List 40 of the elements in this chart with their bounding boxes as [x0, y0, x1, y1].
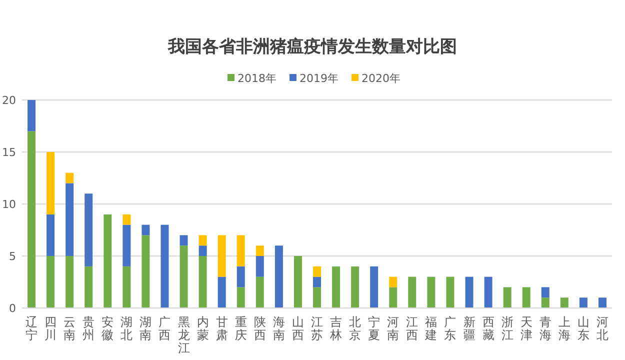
y-tick-label: 20	[2, 94, 16, 107]
x-tick-label: 内蒙	[196, 315, 209, 342]
x-tick-label: 吉林	[329, 315, 342, 342]
x-tick-label: 湖北	[120, 315, 133, 342]
x-tick-label: 河南	[387, 315, 400, 342]
x-tick-label: 山西	[292, 315, 304, 342]
x-tick-label: 贵州	[82, 315, 95, 342]
x-tick-label: 广东	[444, 315, 456, 342]
y-tick-label: 5	[9, 250, 16, 263]
x-tick-label: 山东	[577, 315, 590, 342]
y-tick-label: 15	[2, 146, 16, 159]
y-tick-label: 10	[2, 198, 16, 211]
x-tick-label: 四川	[44, 315, 57, 342]
x-tick-label: 江西	[406, 315, 418, 342]
x-tick-label: 新疆	[463, 315, 476, 342]
chart-title: 我国各省非洲猪瘟疫情发生数量对比图	[167, 37, 457, 57]
x-tick-label: 海南	[272, 315, 285, 342]
x-tick-label: 江苏	[311, 315, 323, 342]
x-tick-label: 浙江	[501, 315, 514, 342]
legend-label: 2018年	[238, 72, 276, 85]
y-tick-label: 0	[9, 302, 16, 315]
x-tick-label: 辽宁	[26, 315, 38, 342]
x-tick-label: 青海	[539, 315, 552, 342]
x-tick-label: 广西	[158, 315, 171, 342]
x-tick-label: 北京	[349, 315, 362, 342]
x-tick-label: 重庆	[234, 315, 247, 342]
x-tick-label: 云南	[64, 315, 76, 342]
x-tick-label: 湖南	[140, 315, 152, 342]
x-tick-label: 天津	[520, 315, 532, 342]
x-tick-label: 福建	[424, 315, 438, 342]
legend-label: 2020年	[362, 72, 400, 85]
x-tick-label: 甘肃	[216, 315, 228, 342]
x-tick-label: 陕西	[254, 315, 266, 342]
legend-label: 2019年	[300, 72, 338, 85]
x-tick-label: 上海	[558, 315, 570, 342]
x-tick-label: 安徽	[102, 315, 114, 342]
x-tick-label: 黑龙江	[178, 315, 190, 355]
x-tick-label: 西藏	[482, 315, 494, 342]
x-tick-label: 河北	[596, 315, 608, 342]
x-tick-label: 宁夏	[368, 315, 380, 342]
